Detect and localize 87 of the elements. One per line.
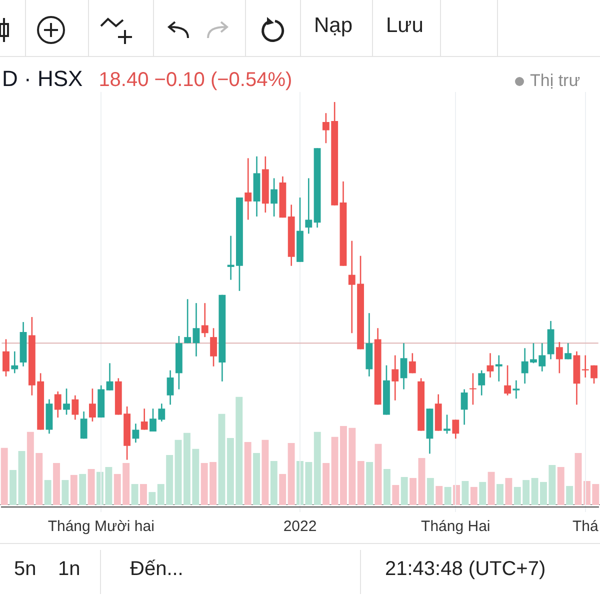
bar — [374, 444, 382, 505]
text: Thị trư — [530, 71, 580, 91]
candlestick — [166, 370, 174, 406]
bar — [288, 442, 295, 505]
bar — [505, 478, 512, 505]
candlestick — [444, 414, 450, 434]
candlestick — [305, 178, 312, 234]
text: 1n — [58, 558, 80, 581]
candlestick — [408, 352, 416, 374]
bar — [426, 478, 434, 505]
bar — [400, 477, 408, 505]
bar — [174, 440, 182, 505]
bar — [79, 474, 86, 505]
candlestick — [80, 410, 88, 440]
candlestick — [486, 352, 494, 378]
text: Lưu — [386, 14, 424, 38]
candlestick — [512, 380, 520, 400]
bar — [392, 485, 400, 505]
candlestick — [2, 338, 10, 378]
bar — [488, 472, 495, 505]
bar — [436, 486, 443, 505]
bar — [418, 458, 426, 505]
candlestick — [469, 372, 476, 406]
candlestick — [495, 354, 502, 382]
bar — [88, 469, 95, 505]
bar — [70, 474, 78, 505]
bar — [366, 462, 374, 505]
chart-subtitle: 18.40 −0.10 (−0.54%) — [98, 69, 292, 92]
bar — [270, 460, 278, 505]
text: 5n — [14, 558, 36, 581]
candlestick — [504, 364, 511, 396]
bar — [218, 414, 226, 505]
candlestick — [11, 350, 18, 374]
bar — [470, 486, 478, 505]
bar — [44, 480, 52, 505]
bar — [383, 469, 390, 505]
bar — [314, 432, 321, 505]
candlestick — [63, 388, 70, 416]
bar — [410, 478, 417, 505]
candlestick — [201, 302, 208, 338]
bar — [357, 460, 364, 505]
candlestick — [460, 388, 468, 426]
candlestick — [140, 408, 148, 430]
candlestick — [184, 298, 192, 344]
bar — [566, 486, 574, 505]
candlestick — [556, 341, 563, 374]
candlestick — [72, 394, 79, 420]
candlestick — [392, 354, 399, 402]
bar — [18, 450, 26, 505]
x-tick-label: 2022 — [283, 518, 317, 536]
bar — [10, 470, 17, 505]
bar — [131, 484, 138, 505]
text: Đến... — [130, 558, 184, 581]
candlestick — [478, 370, 486, 396]
candlestick — [192, 302, 200, 358]
x-tick-label: Tháng Mười hai — [48, 518, 154, 536]
bar — [279, 474, 286, 505]
bar — [244, 442, 252, 505]
bar — [140, 484, 147, 505]
bar — [148, 492, 156, 505]
bar — [574, 452, 582, 505]
candlestick — [89, 388, 96, 422]
candlestick — [564, 342, 572, 360]
bar — [53, 462, 60, 505]
bar — [322, 462, 330, 505]
x-tick-label: Thá — [572, 518, 599, 536]
bar — [496, 484, 504, 505]
bar — [262, 440, 269, 505]
bar — [444, 486, 452, 505]
bar — [253, 452, 260, 505]
candlestick — [54, 390, 62, 418]
bar — [557, 466, 564, 505]
x-tick-label: Tháng Hai — [421, 518, 490, 536]
candlestick — [244, 158, 252, 220]
candlestick — [106, 362, 114, 392]
chart-title: D · HSX — [2, 66, 83, 92]
bar — [0, 448, 8, 505]
candlestick — [210, 327, 217, 368]
bar — [62, 480, 69, 505]
text: 21:43:48 (UTC+7) — [385, 558, 546, 581]
candlestick — [270, 178, 278, 218]
text: Nạp — [314, 14, 353, 38]
bar — [479, 482, 486, 505]
candlestick — [132, 422, 140, 444]
bar — [462, 481, 469, 505]
candlestick — [400, 342, 408, 390]
candlestick — [452, 419, 460, 440]
